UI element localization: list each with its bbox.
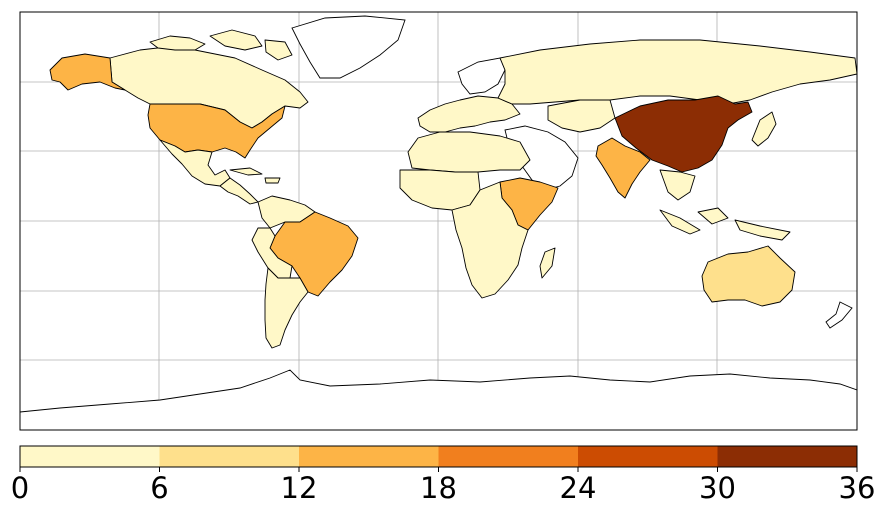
colorbar-bin: [299, 446, 439, 467]
region-caribbean: [229, 167, 281, 184]
region-europe: [417, 95, 521, 133]
region-antarctica: [19, 369, 858, 431]
region-greenland: [291, 15, 406, 79]
region-china: [614, 95, 753, 173]
colorbar-bin: [20, 446, 160, 467]
region-scandinavia: [457, 57, 506, 95]
region-canada-islands: [149, 29, 293, 61]
region-alaska: [49, 53, 126, 91]
colorbar-tick-label: 0: [11, 471, 29, 505]
region-india: [595, 137, 651, 199]
colorbar-tick-label: 6: [150, 471, 168, 505]
colorbar-tick-label: 36: [839, 471, 876, 505]
region-indonesia: [659, 207, 791, 241]
region-mexico: [159, 139, 231, 187]
region-north-africa: [407, 131, 531, 173]
colorbar-bin: [717, 446, 857, 467]
region-new-zealand: [825, 301, 853, 329]
colorbar-tick-label: 18: [420, 471, 457, 505]
region-central-southern-africa: [451, 181, 529, 299]
colorbar: 0 6 12 18 24 30 36: [11, 445, 876, 505]
region-central-asia: [547, 99, 616, 133]
region-andean: [251, 227, 293, 279]
colorbar-bin: [578, 446, 718, 467]
region-russia: [497, 39, 858, 105]
colorbar-bin: [438, 446, 578, 467]
colorbar-tick-label: 12: [281, 471, 318, 505]
region-southeast-asia: [659, 169, 696, 201]
colorbar-bin: [159, 446, 299, 467]
map-frame: [19, 11, 858, 431]
region-argentina: [264, 267, 309, 349]
region-madagascar: [539, 247, 556, 279]
colorbar-tick-label: 24: [560, 471, 597, 505]
colorbar-tick-label: 30: [699, 471, 736, 505]
region-japan: [751, 111, 777, 147]
region-australia: [701, 245, 796, 307]
